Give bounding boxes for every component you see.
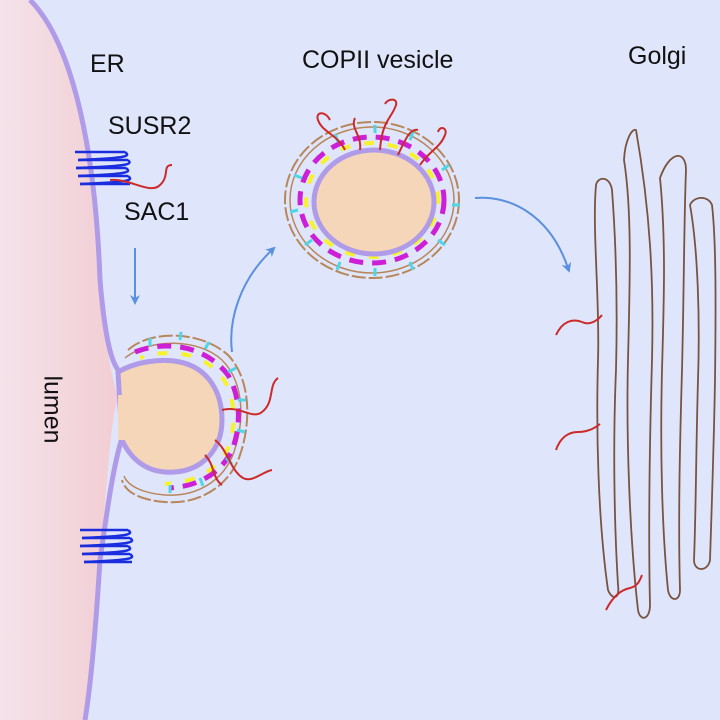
er-label: ER xyxy=(90,50,125,78)
sac1-label: SAC1 xyxy=(124,198,190,226)
golgi-cisterna-2 xyxy=(623,128,654,619)
golgi-cisterna-4 xyxy=(689,196,717,570)
golgi-label: Golgi xyxy=(628,42,687,70)
sac1-helix-bottom xyxy=(79,528,134,564)
sac1-helix-top xyxy=(75,150,132,186)
budding-vesicle-cargo xyxy=(204,377,279,486)
er-lumen xyxy=(0,0,118,720)
copii-vesicle-lumen xyxy=(311,147,437,257)
copii-vesicle-cargo xyxy=(316,98,447,166)
copii-vesicle xyxy=(284,98,460,279)
golgi-cisterna-1 xyxy=(593,177,620,598)
copii-vesicle-yellow-coat xyxy=(304,141,440,259)
lumen-label: lumen xyxy=(38,375,67,444)
budding-vesicle-yellow-coat xyxy=(139,351,236,486)
budding-vesicle-lumen xyxy=(115,357,225,475)
budding-vesicle xyxy=(115,331,279,504)
budding-vesicle-magenta-coat xyxy=(134,343,241,491)
budding-vesicle-outer-coat xyxy=(121,334,249,504)
copii-vesicle-label: COPII vesicle xyxy=(302,46,454,74)
copii-vesicle-magenta-coat xyxy=(297,134,447,266)
golgi-stack xyxy=(593,128,717,619)
golgi-cisterna-3 xyxy=(659,155,687,600)
susr2-cargo xyxy=(109,164,173,190)
copii-vesicle-cyan-linkers xyxy=(289,125,460,276)
arrow-bud-to-copii xyxy=(230,246,276,353)
arrow-copii-to-golgi xyxy=(474,196,572,273)
golgi-cargo xyxy=(555,314,643,611)
copii-vesicle-outer-coat xyxy=(284,121,460,279)
budding-vesicle-neck xyxy=(118,395,126,440)
susr2-label: SUSR2 xyxy=(108,112,192,140)
